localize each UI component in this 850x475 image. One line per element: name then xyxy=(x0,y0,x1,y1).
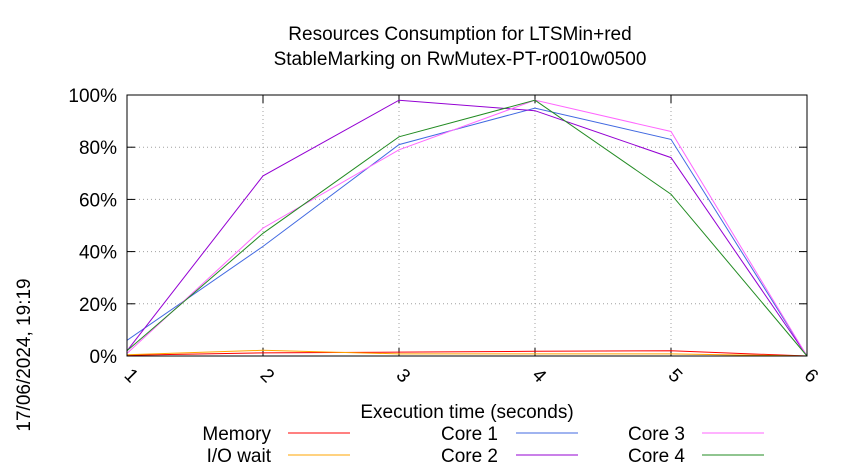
x-axis-ticks: 1 2 3 4 5 6 xyxy=(120,95,822,388)
y-tick-label: 20% xyxy=(79,295,117,316)
series-line-core-1 xyxy=(126,107,808,357)
series-line-core-4 xyxy=(126,99,808,357)
series-line-memory xyxy=(126,350,808,357)
x-tick-label: 5 xyxy=(664,365,686,387)
y-tick-label: 80% xyxy=(79,138,117,159)
chart-title: Resources Consumption for LTSMin+red xyxy=(288,24,631,45)
y-tick-label: 0% xyxy=(90,347,118,368)
series-lines xyxy=(126,99,808,357)
x-tick-label: 6 xyxy=(800,365,822,387)
x-tick-label: 3 xyxy=(392,365,414,387)
legend-label-core-2: Core 2 xyxy=(441,446,498,467)
legend-label-i-o-wait: I/O wait xyxy=(207,446,272,467)
y-tick-label: 100% xyxy=(68,86,117,107)
series-line-i-o-wait xyxy=(126,349,808,357)
y-tick-label: 40% xyxy=(79,243,117,264)
legend-label-core-4: Core 4 xyxy=(628,446,685,467)
series-line-core-2 xyxy=(126,99,808,357)
legend-label-core-3: Core 3 xyxy=(628,424,685,445)
plot-frame xyxy=(126,94,808,357)
x-tick-label: 4 xyxy=(528,365,551,388)
series-line-core-3 xyxy=(126,99,808,357)
grid-lines xyxy=(127,95,807,356)
y-tick-label: 60% xyxy=(79,190,117,211)
legend-label-core-1: Core 1 xyxy=(441,424,498,445)
x-tick-label: 2 xyxy=(256,365,278,387)
timestamp-label: 17/06/2024, 19:19 xyxy=(14,278,35,431)
y-axis-ticks: 0% 20% 40% 60% 80% 100% xyxy=(68,86,807,368)
x-axis-label: Execution time (seconds) xyxy=(360,402,573,423)
chart-subtitle: StableMarking on RwMutex-PT-r0010w0500 xyxy=(274,49,647,70)
legend-label-memory: Memory xyxy=(202,424,271,445)
x-tick-label: 1 xyxy=(120,365,142,387)
